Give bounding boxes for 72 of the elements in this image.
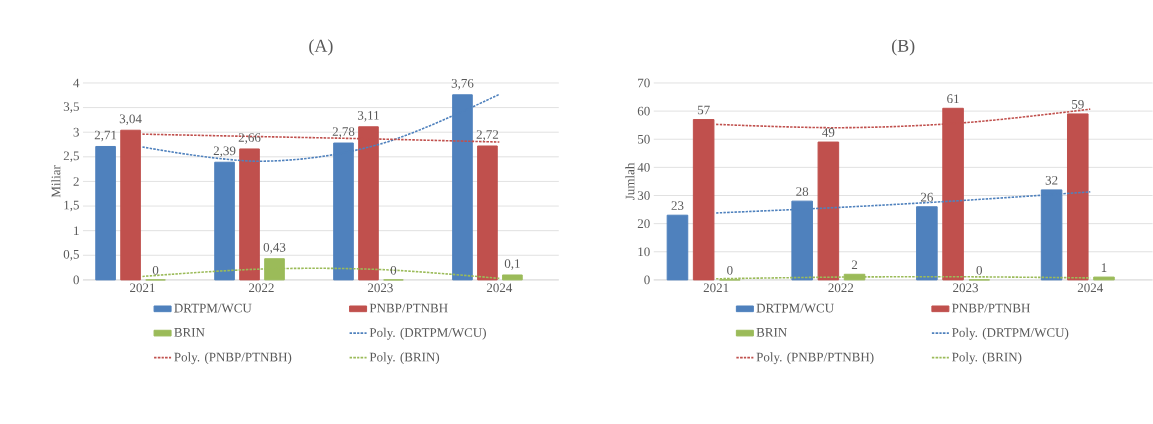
x-tick-label: 2024 (1077, 283, 1104, 293)
y-tick-label: 3 (73, 127, 79, 137)
y-axis-title: Jumlah (625, 162, 635, 201)
bar (477, 145, 498, 281)
y-tick-label: 1 (74, 226, 79, 236)
data-label: 0 (152, 266, 159, 275)
data-label: 26 (920, 192, 933, 202)
data-label: 32 (1045, 176, 1058, 185)
legend-label: Poly. (PNBP/PTNBH) (756, 352, 874, 365)
chart-title: (B) (891, 39, 915, 56)
data-label: 2 (851, 260, 858, 270)
y-tick-label: 2,5 (63, 151, 79, 163)
data-label: 49 (822, 128, 835, 137)
legend-label: BRIN (174, 328, 205, 337)
legend-label: Poly. (DRTPM/WCU) (952, 327, 1069, 340)
bar (817, 141, 840, 281)
data-label: 0,43 (263, 242, 286, 254)
x-tick-label: 2022 (828, 283, 854, 293)
y-tick-label: 4 (73, 78, 80, 88)
data-label: 61 (947, 94, 959, 104)
data-label: 0,1 (504, 259, 520, 270)
legend-label: Poly. (BRIN) (952, 352, 1022, 365)
y-tick-label: 0 (644, 275, 650, 285)
legend-label: PNBP/PTNBH (952, 303, 1030, 313)
y-tick-label: 3,5 (63, 102, 79, 113)
y-tick-label: 70 (638, 78, 650, 88)
legend-label: Poly. (PNBP/PTNBH) (174, 352, 292, 365)
legend-label: Poly. (BRIN) (369, 352, 440, 365)
data-label: 0 (390, 266, 397, 275)
data-label: 1 (1101, 263, 1107, 272)
x-tick-label: 2024 (486, 283, 513, 293)
data-label: 2,71 (94, 130, 117, 142)
x-tick-label: 2021 (703, 283, 729, 293)
x-tick-label: 2023 (367, 283, 393, 293)
x-tick-label: 2022 (249, 283, 274, 293)
data-label: 2,78 (332, 127, 355, 138)
data-label: 2,72 (476, 130, 499, 141)
chart-title: (A) (309, 39, 333, 56)
data-label: 0 (976, 266, 983, 275)
y-tick-label: 50 (638, 134, 650, 144)
y-tick-label: 2 (73, 177, 79, 186)
data-label: 59 (1072, 100, 1084, 109)
y-tick-label: 30 (637, 191, 650, 200)
y-tick-label: 0,5 (63, 250, 79, 261)
data-label: 3,04 (119, 114, 142, 126)
bar (502, 274, 523, 281)
data-label: 3,11 (357, 111, 379, 122)
y-tick-label: 40 (637, 163, 650, 172)
y-tick-label: 0 (73, 275, 79, 285)
y-tick-label: 20 (637, 219, 650, 229)
legend-label: BRIN (756, 328, 787, 337)
bar (95, 146, 116, 281)
bar (916, 206, 938, 281)
bar (1093, 276, 1115, 281)
bar (239, 148, 260, 281)
legend-label: PNBP/PTNBH (369, 303, 448, 313)
data-label: 0 (727, 266, 733, 275)
legend-label: Poly. (DRTPM/WCU) (369, 327, 486, 340)
legend-label: DRTPM/WCU (756, 303, 834, 313)
data-label: 57 (697, 105, 710, 115)
legend-label: DRTPM/WCU (174, 303, 252, 313)
data-label: 28 (796, 187, 809, 197)
y-axis-title: Miliar (51, 165, 61, 198)
y-tick-label: 10 (638, 247, 650, 257)
data-label: 3,76 (451, 79, 474, 90)
y-tick-label: 1,5 (64, 200, 79, 212)
data-label: 2,39 (213, 146, 236, 158)
x-tick-label: 2021 (130, 283, 155, 293)
y-tick-label: 60 (637, 106, 650, 116)
bar (666, 214, 689, 281)
data-label: 23 (671, 201, 684, 211)
x-tick-label: 2023 (953, 283, 979, 293)
